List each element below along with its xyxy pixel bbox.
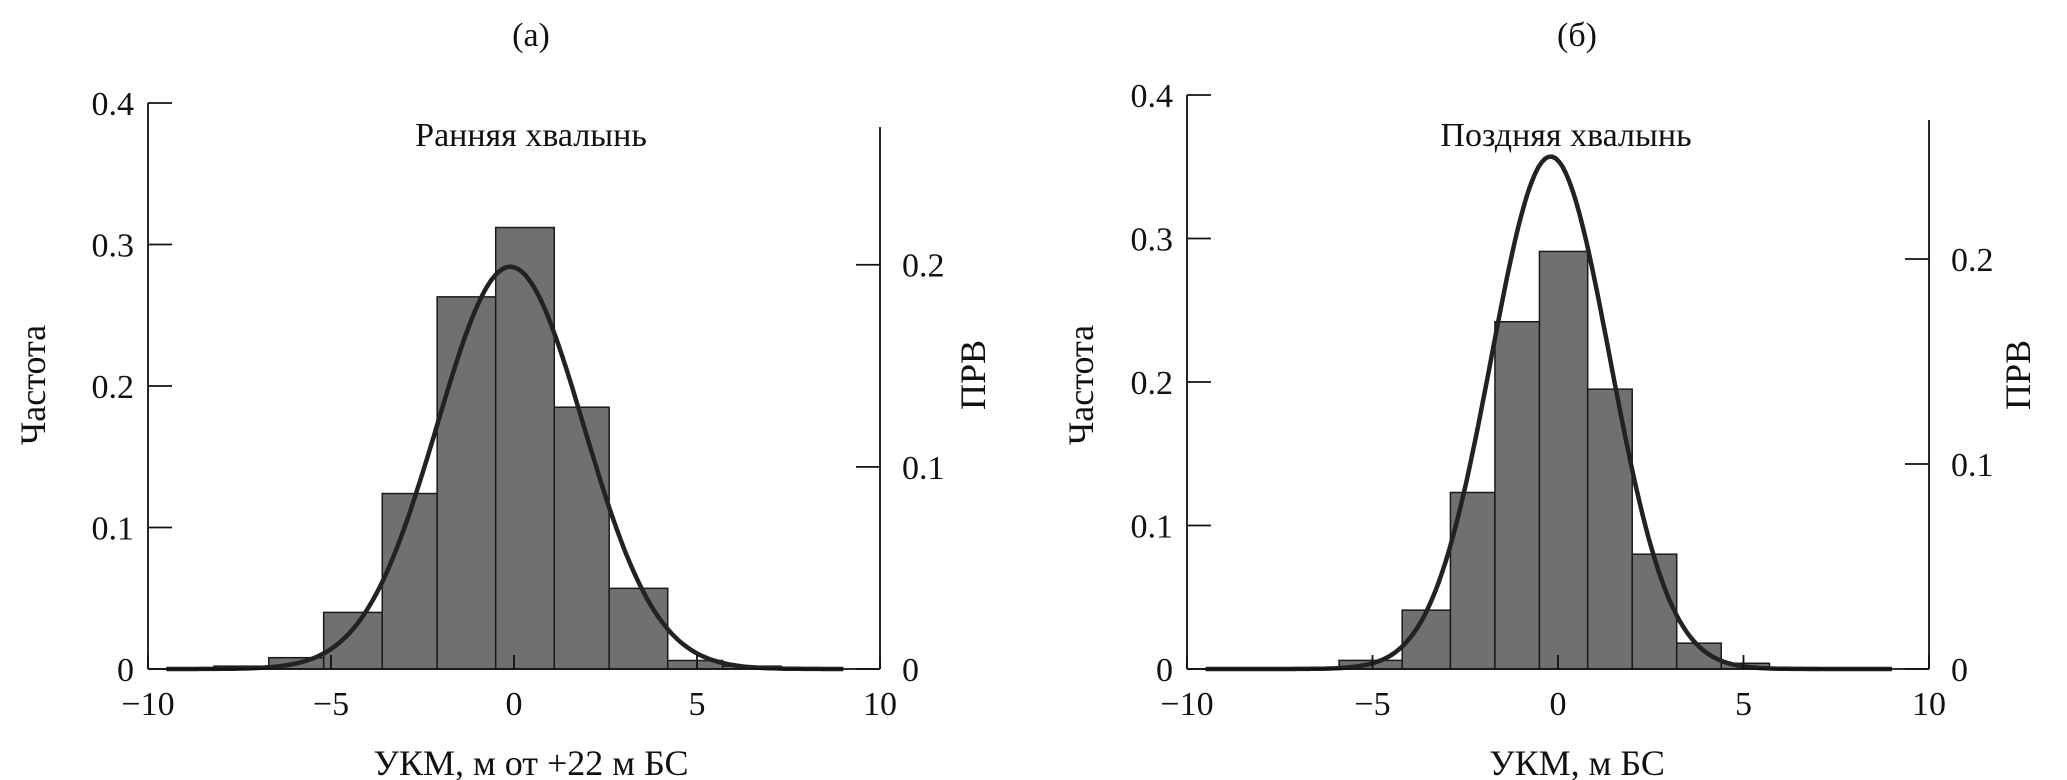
x-axis-label: УКМ, м от +22 м БС [373,743,688,780]
y-tick-label: 0.2 [92,369,135,406]
chart-panel-a: (а)Ранняя хвалынь−10 −5 0 5 1000.10.20.30.40… [13,17,993,780]
panel-label: (а) [512,17,550,54]
histogram-bar [1631,553,1678,670]
panel-label: (б) [1557,17,1597,54]
y-axis-label: Частота [13,325,53,445]
y-tick-label: 0.3 [1131,222,1174,259]
y-right-tick-label: 0.2 [1951,242,1994,279]
x-tick-label: −10 [1160,686,1213,723]
y-tick-label: 0.3 [92,228,135,265]
y-tick-label: 0 [1156,652,1173,689]
histogram-bar [553,406,610,670]
y-right-tick-label: 0 [1951,652,1968,689]
y-tick-label: 0.1 [1131,509,1174,546]
y-tick-label: 0.4 [92,86,135,123]
x-tick-label: 0 [506,686,523,723]
histogram-bar [608,587,669,670]
x-tick-label: −5 [1354,686,1390,723]
histogram-bar [494,226,556,670]
x-tick-label: 0 [1550,686,1567,723]
x-tick-label: −5 [313,686,349,723]
histogram-bar [322,611,383,670]
histogram-bar [1494,320,1541,670]
y-tick-label: 0.2 [1131,365,1174,402]
y-tick-label: 0 [117,652,134,689]
x-tick-label: −10 [121,686,174,723]
y-right-tick-label: 0.1 [1951,447,1994,484]
y-right-tick-label: 0 [902,652,919,689]
chart-panel-b: (б)Поздняя хвалынь−10 −5 0 5 1000.10.20.30.4… [1061,17,2038,780]
histogram-bar [1538,250,1589,670]
pdf-curve-line [166,264,844,672]
chart-title: Ранняя хвалынь [415,117,647,154]
y-right-tick-label: 0.2 [902,248,945,285]
x-tick-label: 5 [1735,686,1752,723]
y-right-tick-label: 0.1 [902,450,945,487]
y-axis-right-label: ПРВ [953,340,993,410]
x-tick-label: 5 [689,686,706,723]
x-axis-label: УКМ, м БС [1489,743,1665,780]
x-tick-label: 10 [863,686,897,723]
histogram-bar [436,296,497,670]
histogram-bar [381,492,438,670]
chart-title: Поздняя хвалынь [1440,117,1691,154]
y-axis-right-label: ПРВ [1998,340,2038,410]
y-tick-label: 0.1 [92,511,135,548]
x-tick-label: 10 [1912,686,1946,723]
y-axis-label: Частота [1061,325,1101,445]
y-tick-label: 0.4 [1131,78,1174,115]
